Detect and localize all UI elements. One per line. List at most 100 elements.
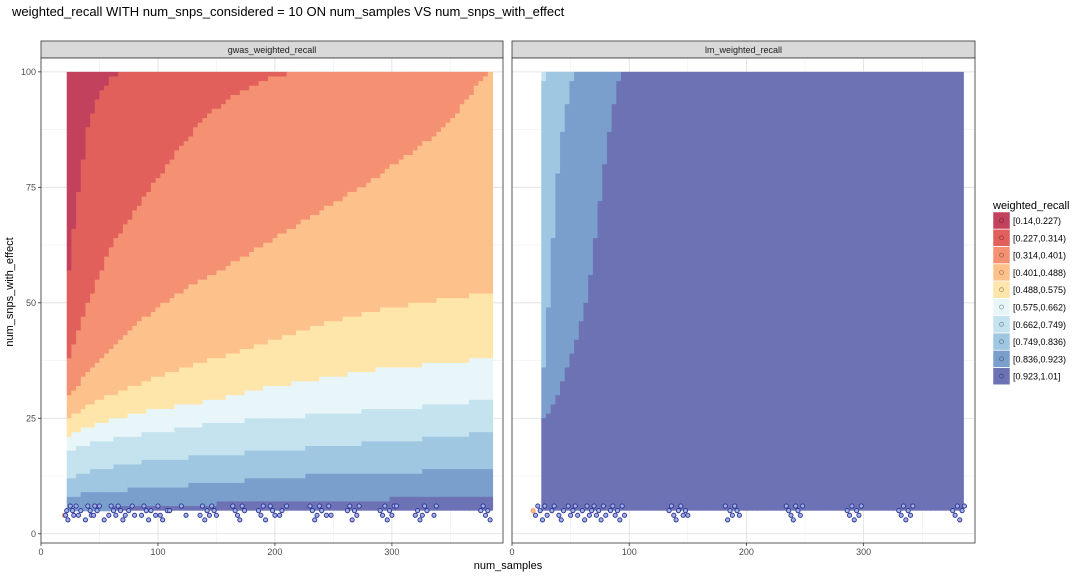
heat-tile bbox=[253, 344, 260, 392]
heat-tile bbox=[263, 71, 269, 82]
legend-point-key bbox=[999, 235, 1004, 241]
heat-tile bbox=[459, 436, 466, 470]
heat-tile bbox=[756, 71, 763, 511]
heat-tile bbox=[76, 330, 82, 387]
heat-tile bbox=[291, 71, 297, 230]
legend-swatch bbox=[992, 263, 1011, 282]
data-point bbox=[382, 503, 388, 509]
heat-tile bbox=[127, 436, 133, 466]
heat-tile bbox=[239, 422, 246, 456]
heat-tile bbox=[314, 381, 320, 415]
heat-tile bbox=[766, 71, 772, 511]
heat-tile bbox=[356, 413, 363, 447]
heat-tile bbox=[94, 441, 101, 470]
heat-tile bbox=[473, 293, 480, 359]
heat-tile bbox=[450, 404, 456, 438]
heat-tile bbox=[146, 432, 152, 461]
heat-tile bbox=[464, 362, 470, 406]
heat-tile bbox=[221, 71, 227, 105]
legend-item: [0.662,0.749) bbox=[992, 315, 1066, 334]
heat-tile bbox=[127, 506, 133, 511]
heat-tile bbox=[555, 71, 561, 175]
heat-tile bbox=[569, 353, 575, 511]
heat-tile bbox=[263, 478, 269, 503]
heat-tile bbox=[188, 427, 194, 456]
data-point bbox=[530, 508, 536, 514]
heat-tile bbox=[328, 501, 335, 511]
heat-tile bbox=[76, 413, 82, 433]
heat-tile bbox=[216, 455, 222, 484]
heat-tile bbox=[113, 395, 119, 419]
heat-tile bbox=[338, 321, 344, 378]
heat-tile bbox=[338, 71, 344, 202]
heat-tile bbox=[841, 71, 847, 511]
heat-tile bbox=[253, 71, 260, 87]
heat-tile bbox=[127, 413, 133, 438]
heat-tile bbox=[324, 446, 330, 475]
heat-tile bbox=[202, 482, 208, 507]
heat-tile bbox=[80, 492, 87, 512]
heat-tile bbox=[136, 71, 143, 207]
heat-tile bbox=[366, 182, 372, 313]
data-point bbox=[586, 512, 592, 518]
heat-tile bbox=[164, 372, 171, 410]
data-point bbox=[433, 503, 439, 509]
heat-tile bbox=[277, 385, 283, 419]
data-point bbox=[419, 512, 425, 518]
heat-tile bbox=[80, 446, 87, 475]
heat-tile bbox=[108, 418, 115, 442]
heat-tile bbox=[935, 71, 941, 511]
heat-tile bbox=[160, 71, 166, 175]
legend-point-key bbox=[999, 373, 1004, 379]
heat-tile bbox=[104, 469, 110, 493]
heat-tile bbox=[375, 71, 381, 179]
data-point bbox=[729, 512, 735, 518]
legend: [0.14,0.227) [0.227,0.314) [0.314,0.401) [0… bbox=[992, 211, 1066, 385]
heat-tile bbox=[239, 349, 246, 396]
heat-tile bbox=[76, 473, 82, 498]
heat-tile bbox=[164, 487, 171, 507]
heat-tile bbox=[305, 71, 311, 221]
heat-tile bbox=[310, 446, 316, 475]
heat-tile bbox=[132, 487, 138, 507]
heat-tile bbox=[249, 71, 255, 87]
heat-tile bbox=[761, 71, 767, 511]
heat-tile bbox=[164, 302, 171, 373]
heat-tile bbox=[244, 478, 250, 503]
data-point bbox=[685, 512, 691, 518]
heat-tile bbox=[225, 395, 232, 424]
heat-tile bbox=[249, 85, 255, 253]
heat-tile bbox=[459, 71, 466, 105]
heat-tile bbox=[441, 127, 447, 299]
heat-tile bbox=[417, 409, 423, 442]
data-point bbox=[344, 508, 350, 514]
heat-tile bbox=[216, 482, 222, 503]
heat-tile bbox=[277, 233, 283, 341]
heat-tile bbox=[672, 71, 678, 511]
heat-tile bbox=[305, 219, 311, 332]
data-point bbox=[584, 503, 590, 509]
heat-tile bbox=[375, 312, 381, 369]
heat-tile bbox=[179, 145, 185, 295]
heat-tile bbox=[564, 367, 571, 511]
heat-tile bbox=[389, 307, 395, 369]
heat-tile bbox=[874, 71, 880, 511]
heat-tile bbox=[179, 71, 185, 147]
heat-tile bbox=[150, 459, 157, 489]
heat-tile bbox=[398, 159, 405, 309]
heat-tile bbox=[211, 399, 218, 424]
heat-tile bbox=[366, 501, 372, 511]
heat-tile bbox=[925, 71, 932, 511]
heat-tile bbox=[202, 71, 208, 119]
data-point bbox=[786, 508, 792, 514]
heat-tile bbox=[333, 71, 339, 202]
heat-tile bbox=[286, 501, 292, 511]
data-point bbox=[952, 512, 958, 518]
heat-tile bbox=[244, 71, 250, 91]
heat-tile bbox=[207, 71, 213, 115]
data-point bbox=[482, 512, 489, 518]
heat-tile bbox=[780, 71, 786, 511]
heat-tile bbox=[267, 450, 274, 479]
data-point bbox=[950, 508, 956, 514]
